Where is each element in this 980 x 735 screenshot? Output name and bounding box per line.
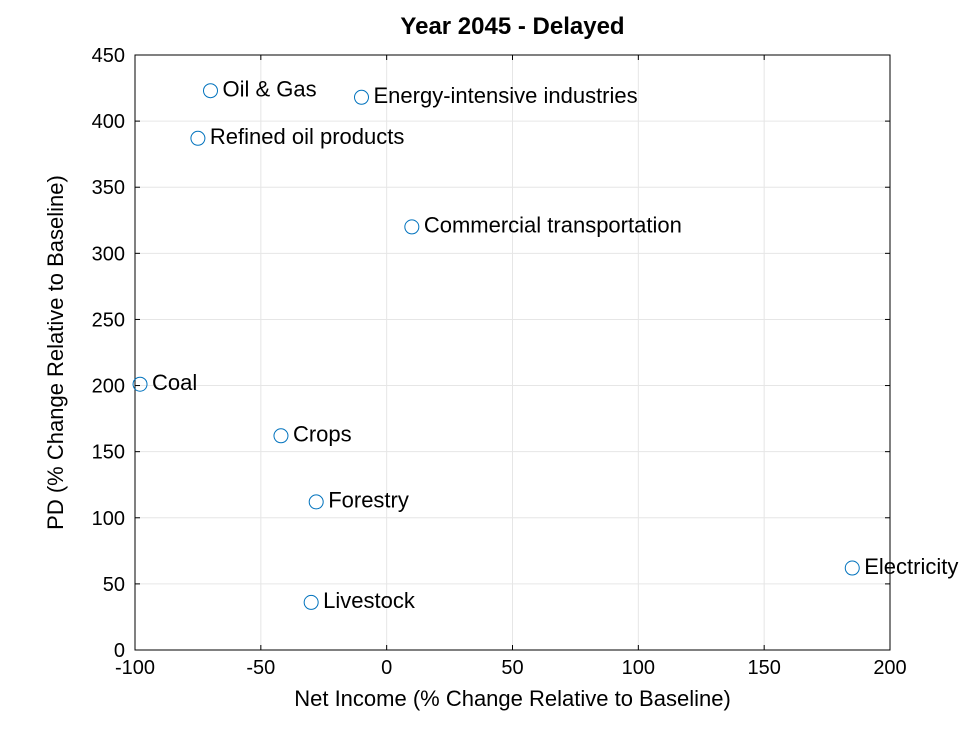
data-point-label: Refined oil products [210, 124, 404, 149]
data-point-label: Commercial transportation [424, 213, 682, 238]
y-tick-label: 450 [92, 45, 125, 67]
y-tick-label: 400 [92, 111, 125, 133]
y-tick-label: 350 [92, 177, 125, 199]
scatter-chart: -100-50050100150200050100150200250300350… [0, 0, 980, 735]
data-point-label: Energy-intensive industries [374, 83, 638, 108]
x-axis-label: Net Income (% Change Relative to Baselin… [294, 686, 731, 711]
x-tick-label: 100 [622, 657, 655, 679]
chart-title: Year 2045 - Delayed [400, 13, 624, 40]
data-point-label: Electricity [864, 554, 958, 579]
y-tick-label: 100 [92, 508, 125, 530]
chart-svg: -100-50050100150200050100150200250300350… [0, 0, 980, 735]
x-tick-label: -50 [246, 657, 275, 679]
x-tick-label: 0 [381, 657, 392, 679]
y-tick-label: 250 [92, 309, 125, 331]
data-point-label: Crops [293, 422, 352, 447]
x-tick-label: 150 [747, 657, 780, 679]
y-tick-label: 300 [92, 243, 125, 265]
y-axis-label: PD (% Change Relative to Baseline) [43, 175, 68, 530]
data-point-label: Forestry [328, 488, 409, 513]
x-tick-label: 200 [873, 657, 906, 679]
y-tick-label: 50 [103, 574, 125, 596]
y-tick-label: 150 [92, 442, 125, 464]
data-point-label: Livestock [323, 588, 416, 613]
data-point-label: Oil & Gas [223, 77, 317, 102]
y-tick-label: 200 [92, 376, 125, 398]
x-tick-label: 50 [501, 657, 523, 679]
data-point-label: Coal [152, 370, 197, 395]
y-tick-label: 0 [114, 640, 125, 662]
